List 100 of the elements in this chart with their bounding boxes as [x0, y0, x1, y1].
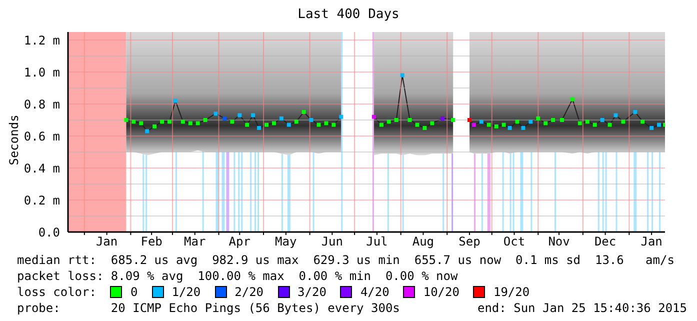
- point: [502, 122, 506, 127]
- x-tick-label: Jan: [640, 234, 662, 249]
- point: [180, 120, 185, 124]
- y-axis-title: Seconds: [7, 114, 21, 166]
- point: [494, 124, 498, 128]
- point: [408, 118, 412, 122]
- x-tick-label: Mar: [184, 234, 206, 249]
- legend-label: 4/20: [360, 284, 390, 300]
- point: [188, 121, 192, 126]
- point: [592, 122, 597, 127]
- point: [167, 120, 172, 124]
- point: [551, 118, 556, 122]
- point: [528, 120, 533, 124]
- x-tick-label: Nov: [548, 234, 570, 249]
- chart-title: Last 400 Days: [296, 7, 400, 22]
- point: [214, 112, 218, 116]
- y-tick-label: 0.4 m: [24, 161, 60, 176]
- point: [600, 118, 604, 122]
- point: [339, 114, 344, 119]
- point: [422, 126, 427, 130]
- x-tick-label: May: [275, 234, 297, 249]
- point: [479, 120, 484, 124]
- point: [324, 121, 328, 126]
- y-tick-label: 0.2 m: [24, 193, 60, 208]
- point: [264, 122, 269, 127]
- x-tick-label: Jun: [321, 234, 344, 249]
- point: [386, 120, 391, 124]
- point: [570, 97, 574, 102]
- point: [238, 113, 242, 118]
- point: [633, 110, 638, 114]
- point: [486, 122, 491, 127]
- point: [379, 122, 384, 127]
- point: [394, 118, 398, 122]
- point: [132, 120, 136, 124]
- point: [196, 121, 200, 126]
- point: [230, 120, 234, 124]
- y-tick-label: 0.0: [38, 225, 60, 240]
- point: [372, 114, 376, 119]
- x-tick-label: Oct: [503, 234, 526, 249]
- point: [160, 120, 164, 124]
- text: probe: 20 ICMP Echo Pings (56 Bytes) every 300s: [17, 300, 400, 316]
- point: [222, 116, 227, 120]
- point: [544, 121, 548, 126]
- legend-label: 3/20: [298, 284, 326, 300]
- text: end: Sun Jan 25 15:40:36 2015: [477, 300, 687, 316]
- point: [294, 120, 298, 124]
- point: [302, 110, 306, 114]
- point: [279, 116, 284, 120]
- legend-label: 0: [130, 284, 138, 300]
- point: [451, 118, 456, 122]
- point: [332, 122, 336, 127]
- point: [257, 126, 262, 130]
- point: [430, 121, 434, 126]
- y-tick-label: 0.8 m: [24, 97, 60, 112]
- point: [472, 122, 476, 127]
- x-tick-label: Sep: [458, 234, 480, 249]
- x-tick-label: Jul: [366, 234, 388, 249]
- x-tick-label: Dec: [594, 234, 616, 249]
- point: [621, 120, 626, 124]
- point: [440, 116, 445, 120]
- point: [657, 122, 662, 127]
- point: [521, 126, 526, 130]
- point: [152, 124, 157, 128]
- x-tick-label: Feb: [140, 234, 162, 249]
- y-tick-label: 0.6 m: [24, 129, 60, 144]
- point: [251, 113, 256, 118]
- point: [560, 118, 564, 122]
- point: [139, 121, 144, 126]
- point: [245, 122, 250, 127]
- point: [536, 116, 540, 120]
- point: [309, 118, 314, 122]
- point: [415, 122, 420, 127]
- point: [203, 118, 208, 122]
- y-tick-label: 1.0 m: [24, 65, 60, 80]
- point: [467, 118, 472, 122]
- point: [173, 98, 178, 103]
- legend-title: loss color:: [17, 284, 96, 300]
- text: median rtt: 685.2 us avg 982.9 us max 629.3 us min 655.7 us now 0.1 ms sd 13.6 am/s: [17, 252, 676, 268]
- legend-label: 19/20: [493, 284, 530, 300]
- point: [650, 126, 654, 130]
- point: [640, 120, 645, 124]
- x-tick-label: Aug: [412, 234, 434, 249]
- point: [585, 120, 590, 124]
- point: [124, 118, 128, 122]
- point: [608, 122, 612, 127]
- point: [508, 126, 512, 130]
- point: [286, 122, 291, 127]
- legend-label: 10/20: [423, 284, 460, 300]
- point: [145, 129, 150, 134]
- text: packet loss: 8.09 % avg 100.00 % max 0.00 % min 0.00 % now: [17, 268, 459, 284]
- y-tick-label: 1.2 m: [24, 33, 60, 48]
- point: [578, 121, 582, 126]
- x-tick-label: Apr: [228, 234, 250, 249]
- point: [316, 122, 321, 127]
- point: [614, 113, 618, 118]
- point: [515, 120, 520, 124]
- x-tick-label: Jan: [96, 234, 118, 249]
- legend-label: 2/20: [234, 284, 264, 300]
- legend-label: 1/20: [172, 284, 201, 300]
- point: [272, 121, 276, 126]
